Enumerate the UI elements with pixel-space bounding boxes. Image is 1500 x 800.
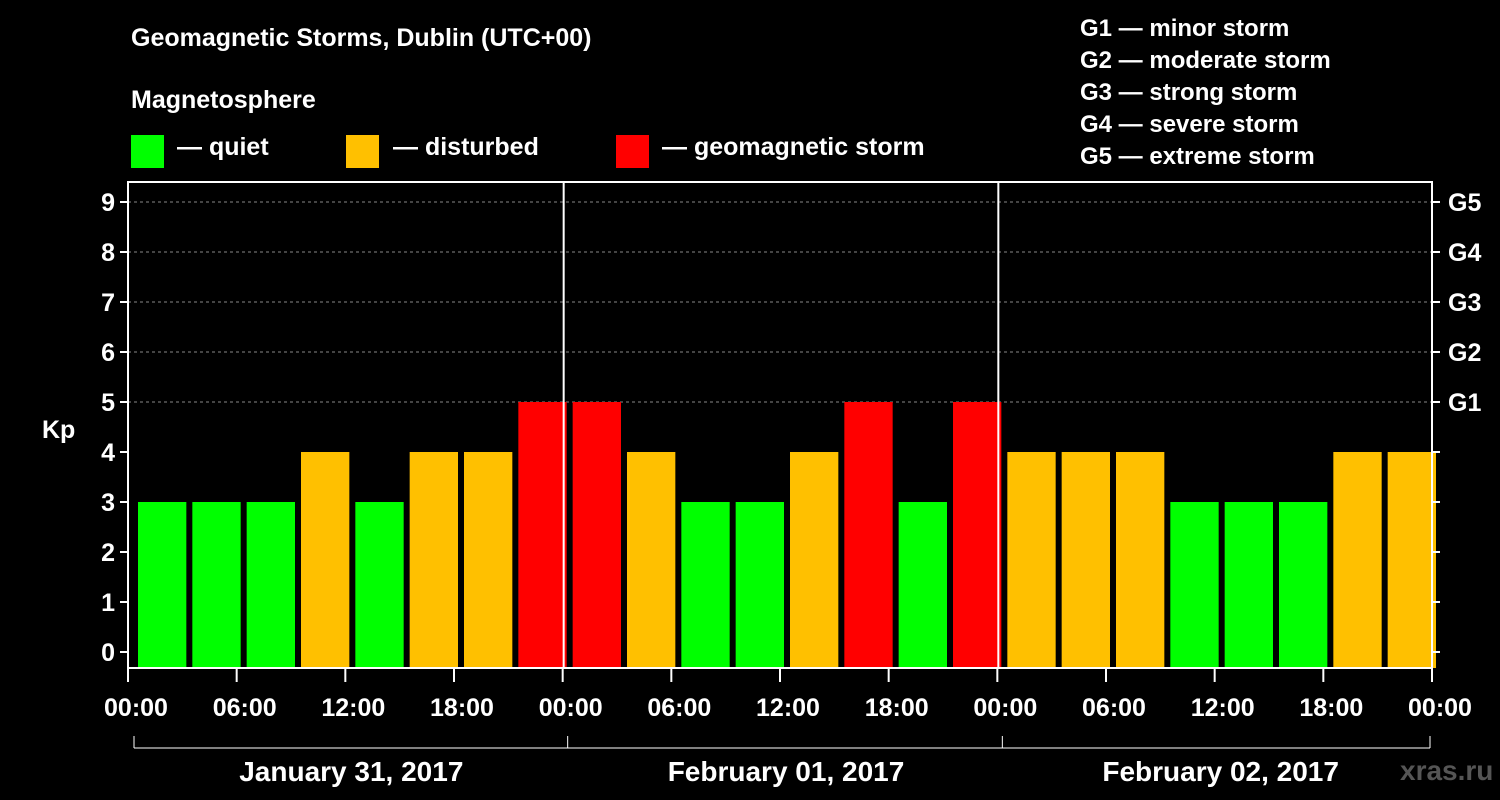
kp-bar [953, 402, 1002, 668]
kp-bar [1170, 502, 1219, 668]
day-label: January 31, 2017 [239, 756, 463, 787]
kp-bar [844, 402, 893, 668]
x-tick-label: 18:00 [865, 694, 929, 722]
y-tick-label: 8 [101, 239, 115, 267]
kp-bar [1279, 502, 1328, 668]
magnetosphere-heading: Magnetosphere [131, 86, 316, 114]
kp-bar [1061, 452, 1110, 668]
y-tick-label: 1 [101, 589, 115, 617]
kp-bar [518, 402, 567, 668]
legend-label-disturbed: — disturbed [393, 133, 539, 161]
g-scale-label: G3 [1448, 289, 1481, 317]
kp-bar [1387, 452, 1436, 668]
kp-bar [246, 502, 295, 668]
legend-label-quiet: — quiet [177, 133, 269, 161]
g-scale-label: G5 [1448, 189, 1481, 217]
x-tick-label: 00:00 [104, 694, 168, 722]
kp-bar [464, 452, 513, 668]
x-tick-label: 06:00 [1082, 694, 1146, 722]
kp-bar [572, 402, 621, 668]
x-tick-label: 06:00 [213, 694, 277, 722]
g-scale-label: G2 [1448, 339, 1481, 367]
x-tick-label: 12:00 [321, 694, 385, 722]
y-tick-label: 0 [101, 639, 115, 667]
legend-label-storm: — geomagnetic storm [662, 133, 925, 161]
x-tick-label: 12:00 [1191, 694, 1255, 722]
x-tick-label: 12:00 [756, 694, 820, 722]
y-tick-label: 2 [101, 539, 115, 567]
storm-scale-g2: G2 — moderate storm [1080, 47, 1331, 74]
legend-swatch-storm [616, 135, 649, 168]
kp-bar [409, 452, 458, 668]
y-tick-label: 7 [101, 289, 115, 317]
kp-bar [1333, 452, 1382, 668]
y-tick-label: 6 [101, 339, 115, 367]
chart-title: Geomagnetic Storms, Dublin (UTC+00) [131, 24, 592, 52]
kp-bar [355, 502, 404, 668]
x-tick-label: 18:00 [430, 694, 494, 722]
kp-bar [627, 452, 676, 668]
x-tick-label: 06:00 [647, 694, 711, 722]
storm-scale-g3: G3 — strong storm [1080, 79, 1298, 106]
watermark: xras.ru [1400, 755, 1494, 786]
storm-scale-g5: G5 — extreme storm [1080, 143, 1315, 170]
kp-bar [301, 452, 350, 668]
y-axis-label: Kp [42, 416, 75, 444]
kp-bar [192, 502, 241, 668]
day-label: February 02, 2017 [1102, 756, 1339, 787]
kp-bar [1116, 452, 1165, 668]
y-tick-label: 5 [101, 389, 115, 417]
storm-scale-g4: G4 — severe storm [1080, 111, 1299, 138]
x-tick-label: 00:00 [1408, 694, 1472, 722]
kp-bar [681, 502, 730, 668]
y-tick-label: 4 [101, 439, 115, 467]
day-label: February 01, 2017 [668, 756, 905, 787]
y-tick-label: 3 [101, 489, 115, 517]
g-scale-label: G4 [1448, 239, 1481, 267]
y-tick-label: 9 [101, 189, 115, 217]
g-scale-label: G1 [1448, 389, 1481, 417]
legend-swatch-quiet [131, 135, 164, 168]
kp-bar [790, 452, 839, 668]
kp-bar [138, 502, 187, 668]
x-tick-label: 00:00 [973, 694, 1037, 722]
kp-bar [735, 502, 784, 668]
kp-bar [1224, 502, 1273, 668]
kp-bar [898, 502, 947, 668]
kp-bar [1007, 452, 1056, 668]
storm-scale-g1: G1 — minor storm [1080, 15, 1290, 42]
x-tick-label: 18:00 [1299, 694, 1363, 722]
x-tick-label: 00:00 [539, 694, 603, 722]
legend-swatch-disturbed [346, 135, 379, 168]
